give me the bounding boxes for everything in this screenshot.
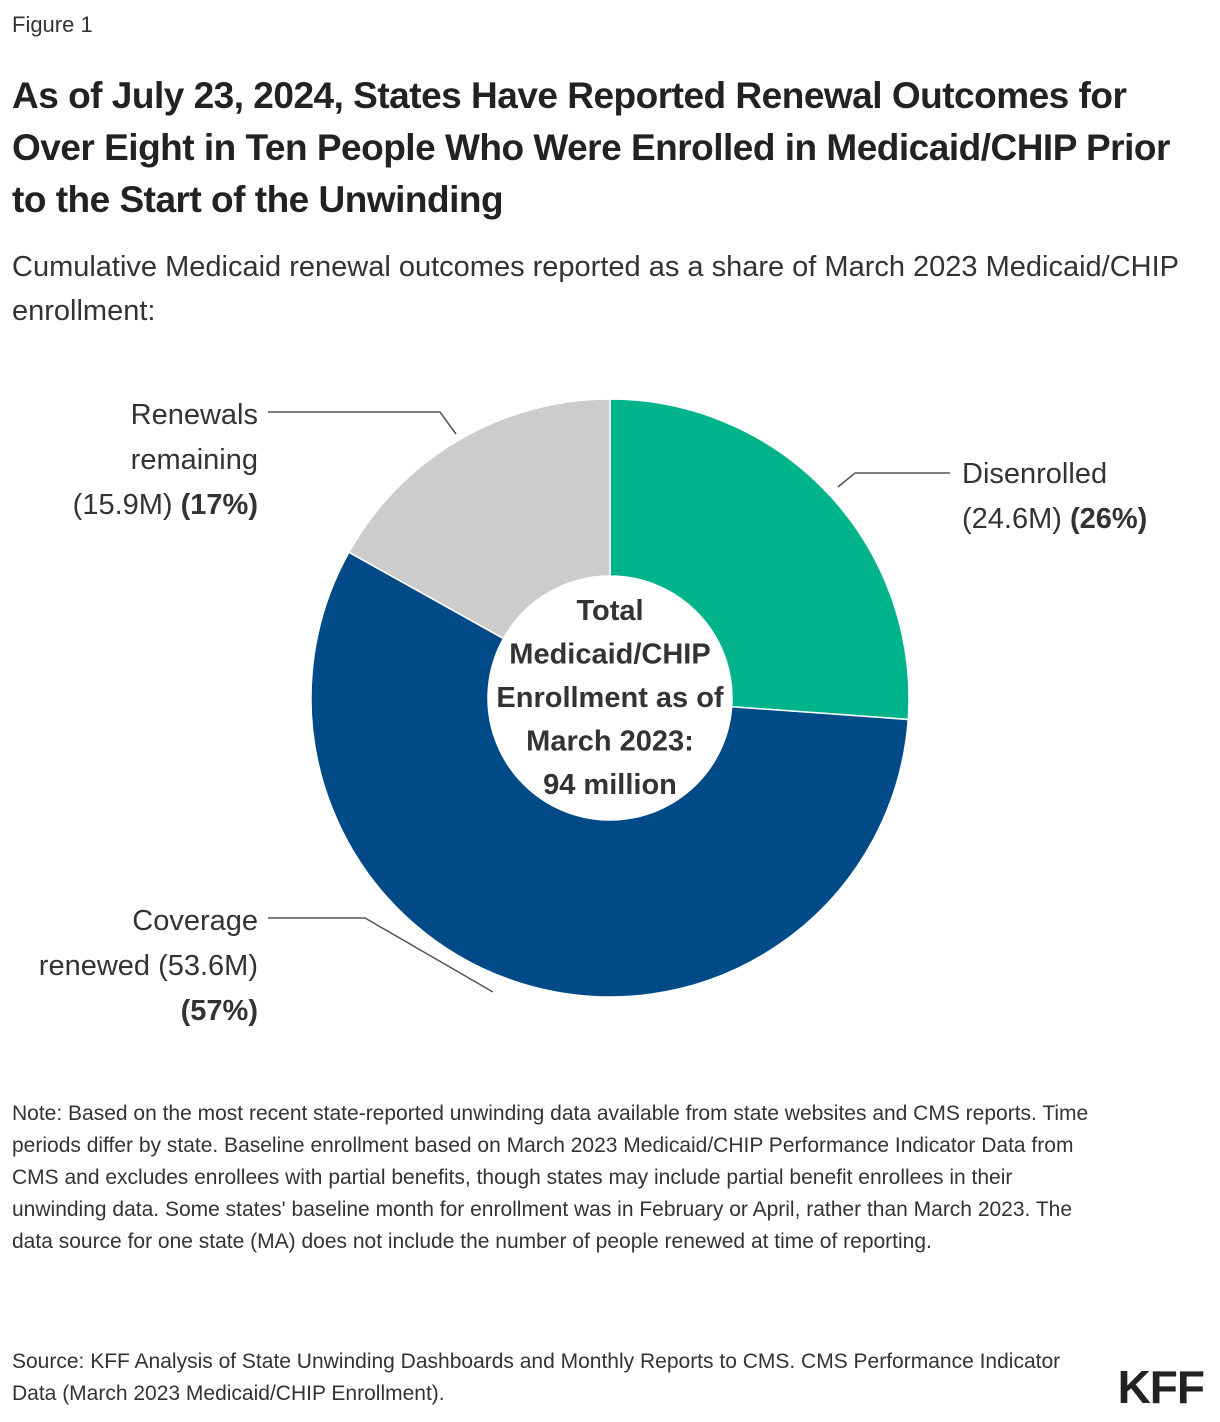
center-label-line: Total xyxy=(576,595,643,627)
label-part-coverage-renewed: (57%) xyxy=(181,995,258,1027)
label-part-disenrolled: (26%) xyxy=(1070,503,1147,535)
center-label: Total Medicaid/CHIP Enrollment as of March … xyxy=(496,595,724,801)
label-part-renewals-remaining: remaining xyxy=(131,444,258,476)
chart-note: Note: Based on the most recent state-rep… xyxy=(12,1102,1089,1253)
label-part-renewals-remaining: (15.9M) xyxy=(73,489,181,521)
label-part-coverage-renewed: Coverage xyxy=(132,905,258,937)
label-part-coverage-renewed: renewed (53.6M) xyxy=(39,950,258,982)
leader-line-renewals-remaining xyxy=(268,411,457,435)
donut-chart: Disenrolled (24.6M) (26%) Coverage renewed … xyxy=(39,398,1147,1027)
label-renewals-remaining: Renewals remaining (15.9M) (17%) xyxy=(73,399,258,521)
slice-renewals-remaining xyxy=(347,398,611,640)
leader-line-disenrolled xyxy=(837,472,950,488)
center-label-line: Medicaid/CHIP xyxy=(509,639,710,671)
label-part-disenrolled: Disenrolled xyxy=(962,458,1107,490)
label-part-renewals-remaining: Renewals xyxy=(131,399,258,431)
chart-subtitle: Cumulative Medicaid renewal outcomes rep… xyxy=(12,251,1179,327)
center-label-line: 94 million xyxy=(543,769,677,801)
center-label-line: Enrollment as of xyxy=(496,682,724,714)
label-disenrolled: Disenrolled (24.6M) (26%) xyxy=(962,458,1147,535)
slice-disenrolled xyxy=(609,398,910,721)
chart-title: As of July 23, 2024, States Have Reporte… xyxy=(12,75,1170,220)
label-part-disenrolled: (24.6M) xyxy=(962,503,1070,535)
label-coverage-renewed: Coverage renewed (53.6M) (57%) xyxy=(39,905,258,1027)
center-label-line: March 2023: xyxy=(526,726,694,758)
chart-source: Source: KFF Analysis of State Unwinding … xyxy=(12,1350,1061,1405)
figure-label: Figure 1 xyxy=(12,12,93,37)
label-part-renewals-remaining: (17%) xyxy=(181,489,258,521)
slice-coverage-renewed xyxy=(310,551,910,998)
kff-logo: KFF xyxy=(1117,1361,1205,1413)
leader-line-coverage-renewed xyxy=(268,917,494,993)
